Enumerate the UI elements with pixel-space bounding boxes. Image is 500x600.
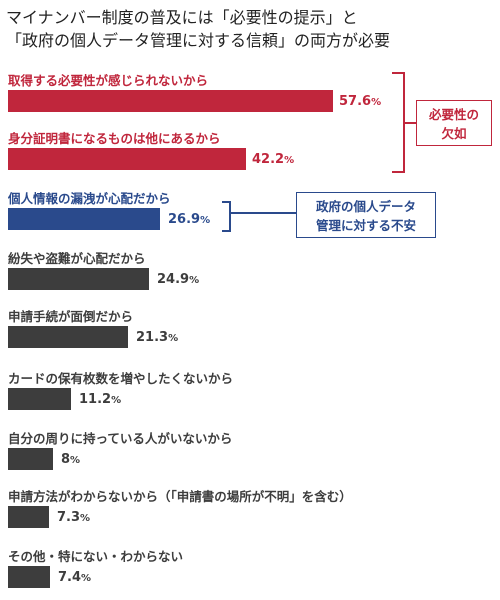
value-number: 11.2 <box>79 392 112 407</box>
value-label: 7.4% <box>58 570 91 585</box>
category-label: 身分証明書になるものは他にあるから <box>8 131 221 146</box>
blue-callout-line-1: 政府の個人データ <box>315 199 416 214</box>
value-label: 7.3% <box>57 510 90 525</box>
value-label: 57.6% <box>339 94 381 109</box>
value-number: 24.9 <box>157 272 190 287</box>
value-unit: % <box>168 333 179 344</box>
bar <box>8 566 50 588</box>
value-label: 8% <box>61 452 80 467</box>
blue-callout-box: 政府の個人データ 管理に対する不安 <box>296 192 436 238</box>
bar <box>8 506 49 528</box>
value-unit: % <box>189 275 200 286</box>
category-label: その他・特にない・わからない <box>8 549 184 564</box>
category-label: 取得する必要性が感じられないから <box>8 73 209 88</box>
red-callout-line-1: 必要性の <box>428 107 479 122</box>
category-label: 個人情報の漏洩が心配だから <box>8 191 171 206</box>
chart-title-line-1: マイナンバー制度の普及には「必要性の提示」と <box>6 8 358 27</box>
chart-title: マイナンバー制度の普及には「必要性の提示」と 「政府の個人データ管理に対する信頼… <box>6 6 496 52</box>
value-unit: % <box>70 455 81 466</box>
category-label: 申請手続が面倒だから <box>8 309 134 324</box>
bar <box>8 90 333 112</box>
bar <box>8 448 53 470</box>
blue-bracket-line <box>222 201 231 232</box>
value-unit: % <box>111 395 122 406</box>
blue-callout-line-2: 管理に対する不安 <box>315 218 416 233</box>
category-label: カードの保有枚数を増やしたくないから <box>8 371 234 386</box>
red-bracket-line <box>392 72 405 173</box>
value-number: 21.3 <box>136 330 169 345</box>
value-unit: % <box>371 97 382 108</box>
chart-title-line-2: 「政府の個人データ管理に対する信頼」の両方が必要 <box>6 31 391 50</box>
bar <box>8 268 149 290</box>
category-label: 自分の周りに持っている人がいないから <box>8 431 233 446</box>
value-unit: % <box>200 215 211 226</box>
bar <box>8 148 246 170</box>
value-number: 42.2 <box>252 152 285 167</box>
bar <box>8 208 160 230</box>
value-number: 7.3 <box>57 510 81 525</box>
category-label: 紛失や盗難が心配だから <box>8 251 146 266</box>
value-label: 11.2% <box>79 392 121 407</box>
value-label: 42.2% <box>252 152 294 167</box>
bar <box>8 326 128 348</box>
value-label: 21.3% <box>136 330 178 345</box>
value-number: 57.6 <box>339 94 372 109</box>
value-label: 24.9% <box>157 272 199 287</box>
value-number: 7.4 <box>58 570 82 585</box>
value-label: 26.9% <box>168 212 210 227</box>
red-callout-box: 必要性の 欠如 <box>416 100 492 146</box>
category-label: 申請方法がわからないから（「申請書の場所が不明」を含む） <box>8 489 352 504</box>
red-callout-line-2: 欠如 <box>441 126 467 141</box>
value-unit: % <box>81 573 92 584</box>
value-unit: % <box>80 513 91 524</box>
bar <box>8 388 71 410</box>
value-number: 26.9 <box>168 212 201 227</box>
value-number: 8 <box>61 452 71 467</box>
value-unit: % <box>284 155 295 166</box>
